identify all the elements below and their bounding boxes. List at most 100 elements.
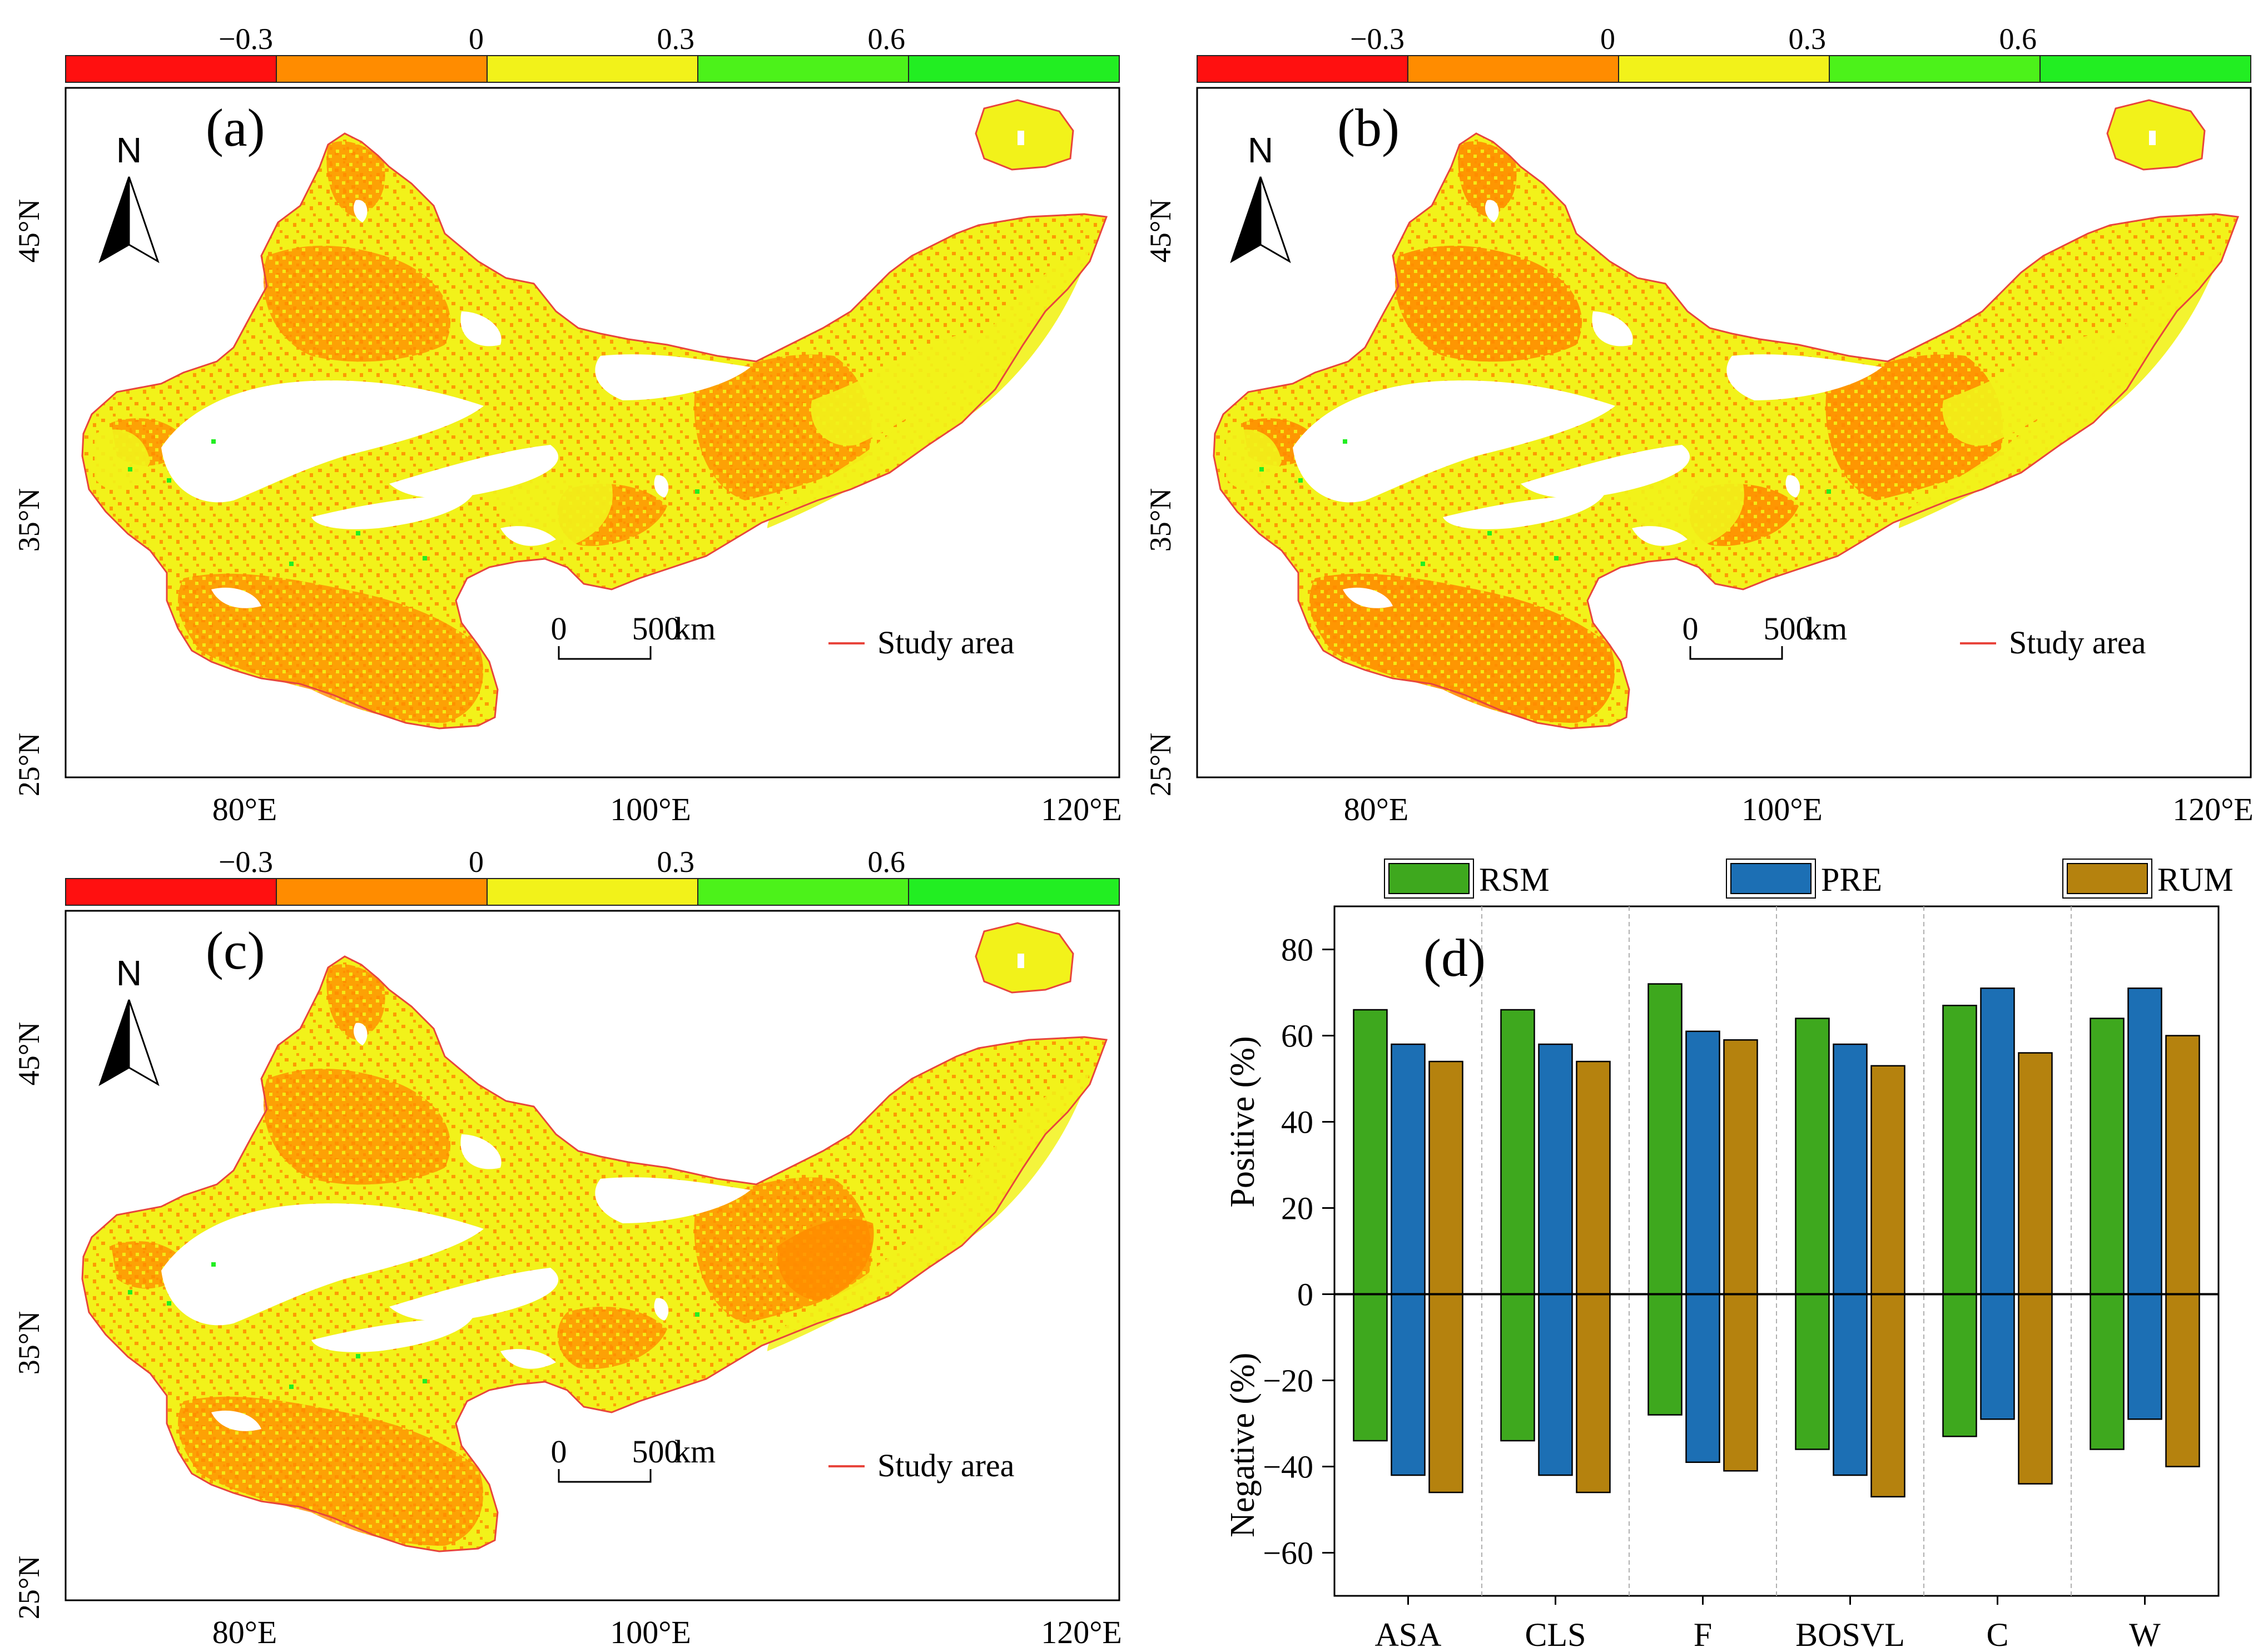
colorbar-tick-label: −0.3 xyxy=(219,845,273,879)
scale-bar-unit: km xyxy=(674,1433,716,1470)
no-data-region xyxy=(654,1298,669,1321)
no-data-region xyxy=(1018,131,1024,145)
colorbar-segment xyxy=(1197,55,1408,83)
bar-negative-pre xyxy=(1538,1293,1573,1476)
bar-negative-rsm xyxy=(1500,1293,1535,1442)
yellow-region xyxy=(767,250,1090,528)
colorbar-tick-label: 0 xyxy=(469,22,484,56)
bar-negative-rum xyxy=(1428,1293,1463,1494)
no-data-region xyxy=(311,1318,473,1352)
latitude-label: 25°N xyxy=(12,1556,46,1620)
colorbar-tick-label: 0 xyxy=(469,845,484,879)
orange-region-texture xyxy=(1309,573,1615,723)
panel-label: (b) xyxy=(1337,98,1400,157)
map-panel-b: −0.3 0 0.3 0.6 (b) N 45°N 35°N 25°N 80°E 100°E 120°… xyxy=(1144,22,2254,827)
north-label: N xyxy=(116,130,142,170)
latitude-label: 25°N xyxy=(1144,733,1177,797)
panel-label: (d) xyxy=(1423,928,1486,988)
study-area-island xyxy=(975,922,1074,994)
legend-swatch-pre xyxy=(1730,863,1812,894)
colorbar-segment xyxy=(65,55,277,83)
y-tick-label: 0 xyxy=(1297,1277,1313,1313)
orange-region-texture xyxy=(326,141,385,217)
orange-region-texture xyxy=(263,1068,451,1185)
bar-positive-rsm xyxy=(1353,1009,1388,1295)
no-data-region xyxy=(354,200,368,222)
no-data-region xyxy=(161,1203,484,1326)
orange-region-texture xyxy=(326,964,385,1040)
bar-negative-rsm xyxy=(1942,1293,1977,1437)
longitude-label: 100°E xyxy=(610,791,691,827)
bar-positive-rsm xyxy=(1647,983,1683,1295)
longitude-label: 120°E xyxy=(2172,791,2254,827)
y-tick-label: 60 xyxy=(1281,1018,1313,1054)
green-pixel xyxy=(289,562,294,566)
green-pixel xyxy=(356,531,360,535)
no-data-region xyxy=(1726,354,1882,400)
x-category-label: CLS xyxy=(1525,1616,1586,1652)
no-data-region xyxy=(595,354,751,400)
bar-negative-pre xyxy=(1980,1293,2015,1420)
y-axis-label-negative: Negative (%) xyxy=(1224,1353,1262,1537)
orange-region-texture xyxy=(178,1396,484,1546)
green-pixel xyxy=(167,1301,171,1306)
yellow-region xyxy=(1942,334,2117,446)
map-body xyxy=(81,922,1108,1552)
bar-positive-pre xyxy=(1391,1043,1426,1295)
scale-bar xyxy=(558,1469,652,1483)
y-tick-label: 80 xyxy=(1281,932,1313,968)
no-data-region xyxy=(1343,587,1393,608)
scale-bar-value: 500 xyxy=(632,611,681,647)
green-pixel xyxy=(695,1312,699,1317)
bar-positive-rsm xyxy=(2090,1018,2125,1295)
no-data-region xyxy=(2149,131,2156,145)
x-category-label: BOSVL xyxy=(1795,1616,1905,1652)
colorbar-tick-label: −0.3 xyxy=(219,22,273,56)
colorbar-tick-label: 0.6 xyxy=(1999,22,2037,56)
yellow-region xyxy=(767,1073,1090,1351)
colorbar-segment xyxy=(908,878,1120,906)
bar-positive-pre xyxy=(1980,988,2015,1295)
north-label: N xyxy=(1248,130,1273,170)
legend-swatch-rum xyxy=(2067,863,2148,894)
orange-region-texture xyxy=(263,245,451,362)
no-data-region xyxy=(654,475,669,498)
map-panel-c: −0.3 0 0.3 0.6 (c) N 45°N 35°N 25°N 80°E 100°E 120°… xyxy=(12,845,1122,1650)
legend-label-study-area: Study area xyxy=(2009,624,2146,661)
bar-positive-rum xyxy=(1428,1060,1463,1295)
colorbar-tick-label: 0.6 xyxy=(868,22,906,56)
x-category-label: C xyxy=(1986,1616,2008,1652)
colorbar-segment xyxy=(1829,55,2041,83)
study-area-island xyxy=(975,99,1074,171)
north-arrow-icon xyxy=(1259,176,1291,264)
no-data-region xyxy=(1521,445,1690,498)
bar-positive-rum xyxy=(2165,1035,2200,1295)
orange-region-texture xyxy=(694,354,872,500)
bar-negative-rsm xyxy=(1795,1293,1830,1450)
north-label: N xyxy=(116,953,142,993)
bar-negative-rum xyxy=(1576,1293,1611,1494)
green-pixel xyxy=(1827,489,1831,494)
green-pixel xyxy=(289,1385,294,1389)
colorbar-segment xyxy=(487,878,698,906)
no-data-region xyxy=(211,1410,261,1431)
y-tick-label: 40 xyxy=(1281,1104,1313,1140)
no-data-region xyxy=(389,1268,559,1321)
orange-region-texture xyxy=(1394,245,1582,362)
green-pixel xyxy=(1554,556,1559,560)
colorbar-tick-label: 0.3 xyxy=(657,845,695,879)
yellow-region xyxy=(95,429,150,490)
no-data-region xyxy=(1632,526,1688,546)
yellow-region xyxy=(811,334,985,446)
x-category-label: ASA xyxy=(1374,1616,1441,1652)
no-data-region xyxy=(211,587,261,608)
no-data-region xyxy=(460,1134,502,1169)
green-pixel xyxy=(695,489,699,494)
bar-positive-rsm xyxy=(1942,1005,1977,1295)
legend-swatch-rsm xyxy=(1388,863,1470,894)
study-area-outline xyxy=(81,132,1108,730)
map-panel-a: −0.3 0 0.3 0.6 (a) N 45°N 35°N 25°N 80°E 100°E 120°… xyxy=(12,22,1122,827)
scale-bar-unit: km xyxy=(674,611,716,647)
green-pixel xyxy=(167,478,171,483)
green-pixel xyxy=(1487,531,1492,535)
